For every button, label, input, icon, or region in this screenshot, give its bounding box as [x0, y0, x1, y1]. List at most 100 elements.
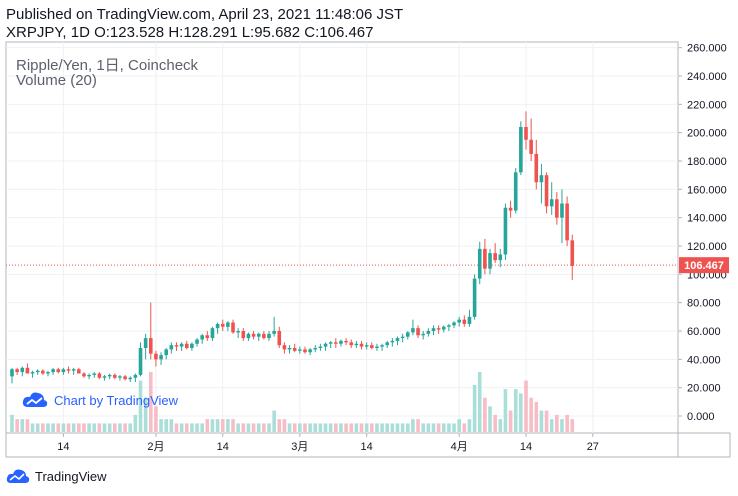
candle-body [220, 323, 225, 327]
volume-bar [113, 423, 117, 432]
candle-body [544, 175, 549, 207]
volume-bar [287, 423, 292, 432]
candle-body [370, 345, 374, 348]
y-tick-label: 40.000 [687, 354, 721, 366]
candle-body [498, 254, 503, 261]
candle-body [51, 369, 55, 373]
candle-body [339, 340, 343, 344]
price-series [10, 111, 575, 384]
candle-body [421, 333, 425, 336]
candle-body [549, 199, 554, 207]
candle-body [436, 328, 441, 330]
candle-body [143, 338, 148, 348]
volume-legend: Volume (20) [16, 72, 97, 89]
volume-bar [143, 397, 148, 432]
volume-bar [359, 423, 364, 432]
candle-body [313, 348, 318, 350]
volume-bar [200, 423, 204, 432]
symbol-summary: XRPJPY, 1D O:123.528 H:128.291 L:95.682 … [6, 24, 374, 41]
candle-body [35, 370, 40, 373]
volume-bar [405, 423, 410, 432]
volume-bar [92, 423, 97, 432]
x-tick-label: 3月 [291, 441, 308, 453]
volume-bar [334, 423, 338, 432]
candle-body [195, 339, 199, 344]
candle-body [215, 323, 220, 329]
volume-bar [513, 389, 518, 432]
candle-body [472, 278, 477, 317]
volume-bar [539, 410, 544, 432]
candle-body [298, 349, 302, 351]
x-tick-label: 14 [57, 441, 69, 453]
y-tick-label: 140.000 [687, 213, 727, 225]
candle-body [405, 332, 410, 337]
candle-body [107, 374, 112, 377]
candle-body [164, 349, 168, 356]
candle-body [400, 336, 405, 339]
candle-body [210, 328, 215, 339]
volume-bar [51, 423, 55, 432]
volume-bar [529, 397, 533, 432]
volume-bar [267, 423, 271, 432]
y-tick-label: 20.000 [687, 383, 721, 395]
volume-bar [210, 419, 215, 432]
candle-body [467, 316, 472, 324]
candle-body [560, 203, 564, 218]
candle-body [452, 322, 456, 326]
tradingview-watermark[interactable]: Chart by TradingView [22, 391, 178, 409]
candle-body [159, 355, 163, 360]
candle-body [354, 343, 359, 346]
candle-body [123, 376, 127, 380]
candle-body [231, 322, 235, 333]
candle-body [524, 127, 528, 140]
volume-bar [174, 423, 179, 432]
candle-body [46, 372, 50, 374]
candle-body [205, 335, 210, 339]
candle-body [138, 348, 143, 375]
candle-body [493, 253, 497, 261]
y-tick-label: 200.000 [687, 128, 727, 140]
candle-body [226, 322, 230, 327]
candle-body [570, 240, 575, 266]
candle-body [246, 333, 251, 339]
volume-bar [498, 419, 503, 432]
last-price-badge [679, 257, 729, 274]
candle-body [200, 335, 204, 340]
candle-body [395, 338, 400, 341]
candle-body [534, 153, 539, 183]
candle-body [41, 370, 45, 374]
candle-body [375, 346, 379, 348]
volume-bar [549, 419, 554, 432]
candle-body [148, 338, 153, 354]
volume-bar [35, 423, 40, 432]
volume-bar [241, 423, 246, 432]
volume-bar [190, 423, 194, 432]
chart-panel[interactable]: 0.000 20.000 40.000 60.000 80.000 100.000 120.… [4, 41, 732, 460]
volume-bar [570, 419, 575, 432]
volume-bar [10, 414, 14, 432]
volume-bar [416, 419, 420, 432]
volume-bar [102, 423, 107, 432]
candle-body [174, 345, 179, 347]
volume-bar [519, 393, 523, 432]
candle-body [488, 253, 492, 269]
candle-body [241, 331, 246, 339]
volume-bar [344, 423, 348, 432]
x-tick-label: 14 [520, 441, 532, 453]
tradingview-footer-logo[interactable]: TradingView [6, 468, 107, 484]
candlestick-chart[interactable]: 0.00020.00040.00060.00080.000100.000120.… [4, 41, 732, 460]
candle-body [334, 342, 338, 344]
volume-bar [159, 419, 163, 432]
volume-bar [375, 423, 379, 432]
volume-bar [262, 423, 266, 432]
volume-bar [256, 423, 261, 432]
x-tick-label: 14 [361, 441, 373, 453]
volume-bar [20, 419, 25, 432]
candle-body [92, 373, 97, 375]
volume-bar [123, 423, 127, 432]
candle-body [344, 340, 348, 343]
volume-bar [370, 423, 374, 432]
volume-bar [364, 423, 369, 432]
candle-body [431, 328, 436, 331]
volume-bar [436, 423, 441, 432]
